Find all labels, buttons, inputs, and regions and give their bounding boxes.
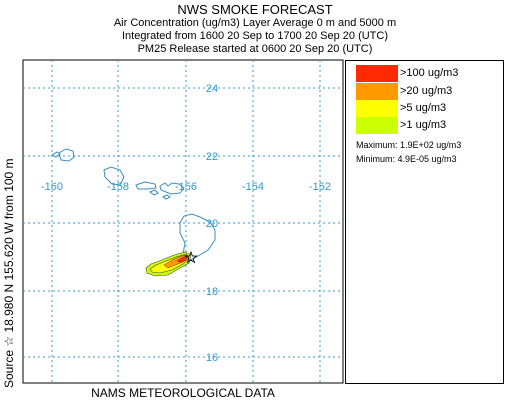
lon-label: -156 xyxy=(175,181,197,193)
lon-label: -160 xyxy=(41,181,63,193)
island-maui xyxy=(159,182,185,195)
legend-label: >5 ug/m3 xyxy=(400,102,447,114)
legend-item: >5 ug/m3 xyxy=(356,100,501,117)
lat-label: 20 xyxy=(206,218,218,230)
lon-label: -158 xyxy=(107,181,129,193)
release-start-line: PM25 Release started at 0600 20 Sep 20 (… xyxy=(137,43,373,55)
legend-item: >100 ug/m3 xyxy=(356,65,501,82)
plume-contour-100 xyxy=(176,255,189,264)
legend-item: >1 ug/m3 xyxy=(356,117,501,134)
lat-label: 22 xyxy=(206,151,218,163)
island-oahu xyxy=(103,166,125,186)
legend-label: >1 ug/m3 xyxy=(400,119,447,131)
legend-label: >20 ug/m3 xyxy=(400,85,453,97)
source-star-marker xyxy=(184,250,198,264)
smoke-plume xyxy=(145,250,198,277)
legend-item: >20 ug/m3 xyxy=(356,83,501,100)
minimum-value: Minimum: 4.9E-05 ug/m3 xyxy=(356,154,457,164)
source-location-label: Source ☆ 18.980 N 155.620 W from 100 m xyxy=(2,158,16,388)
lon-label: -152 xyxy=(309,181,331,193)
legend-swatch-20 xyxy=(356,83,398,100)
map-frame xyxy=(22,59,344,384)
island-niihau xyxy=(50,151,61,158)
concentration-layer-line: Air Concentration (ug/m3) Layer Average … xyxy=(113,17,397,29)
integration-period-line: Integrated from 1600 20 Sep to 1700 20 S… xyxy=(122,30,388,42)
island-lanai xyxy=(148,189,159,196)
maximum-value: Maximum: 1.9E+02 ug/m3 xyxy=(356,140,462,150)
legend-swatch-1 xyxy=(356,117,398,134)
island-hawaii xyxy=(179,213,216,261)
legend-swatch-5 xyxy=(356,100,398,117)
island-kauai xyxy=(58,148,75,162)
island-kahoolawe xyxy=(162,194,171,200)
lat-label: 18 xyxy=(206,286,218,298)
concentration-legend: >100 ug/m3 >20 ug/m3 >5 ug/m3 >1 ug/m3 M… xyxy=(345,60,504,384)
map-gridlines xyxy=(23,60,343,383)
island-molokai xyxy=(135,181,157,190)
meteorological-data-label: NAMS METEOROLOGICAL DATA xyxy=(91,386,275,400)
hawaii-coastlines xyxy=(50,148,216,261)
legend-swatch-100 xyxy=(356,65,398,82)
legend-label: >100 ug/m3 xyxy=(400,67,459,79)
lon-label: -154 xyxy=(242,181,264,193)
map-title: NWS SMOKE FORECAST xyxy=(177,2,333,17)
lat-label: 16 xyxy=(206,352,218,364)
lat-label: 24 xyxy=(206,83,218,95)
